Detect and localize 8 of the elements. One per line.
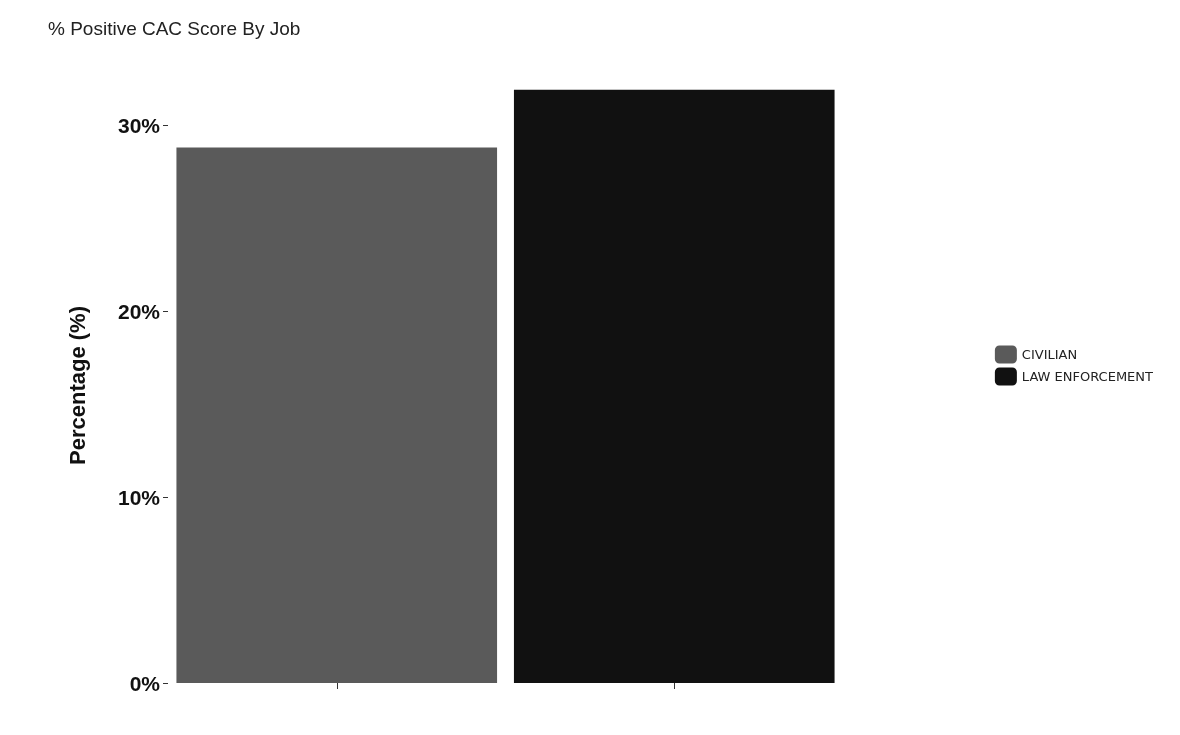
y-tick-label: 0% [129, 671, 161, 695]
y-tick-label: 20% [117, 299, 161, 323]
legend-label: LAW ENFORCEMENT [1021, 369, 1154, 384]
chart-title: % Positive CAC Score By Job [48, 18, 301, 39]
y-axis-title: Percentage (%) [64, 306, 90, 465]
y-tick-label: 30% [117, 113, 161, 137]
legend-label: CIVILIAN [1021, 347, 1078, 362]
y-tick-label: 10% [117, 485, 161, 509]
